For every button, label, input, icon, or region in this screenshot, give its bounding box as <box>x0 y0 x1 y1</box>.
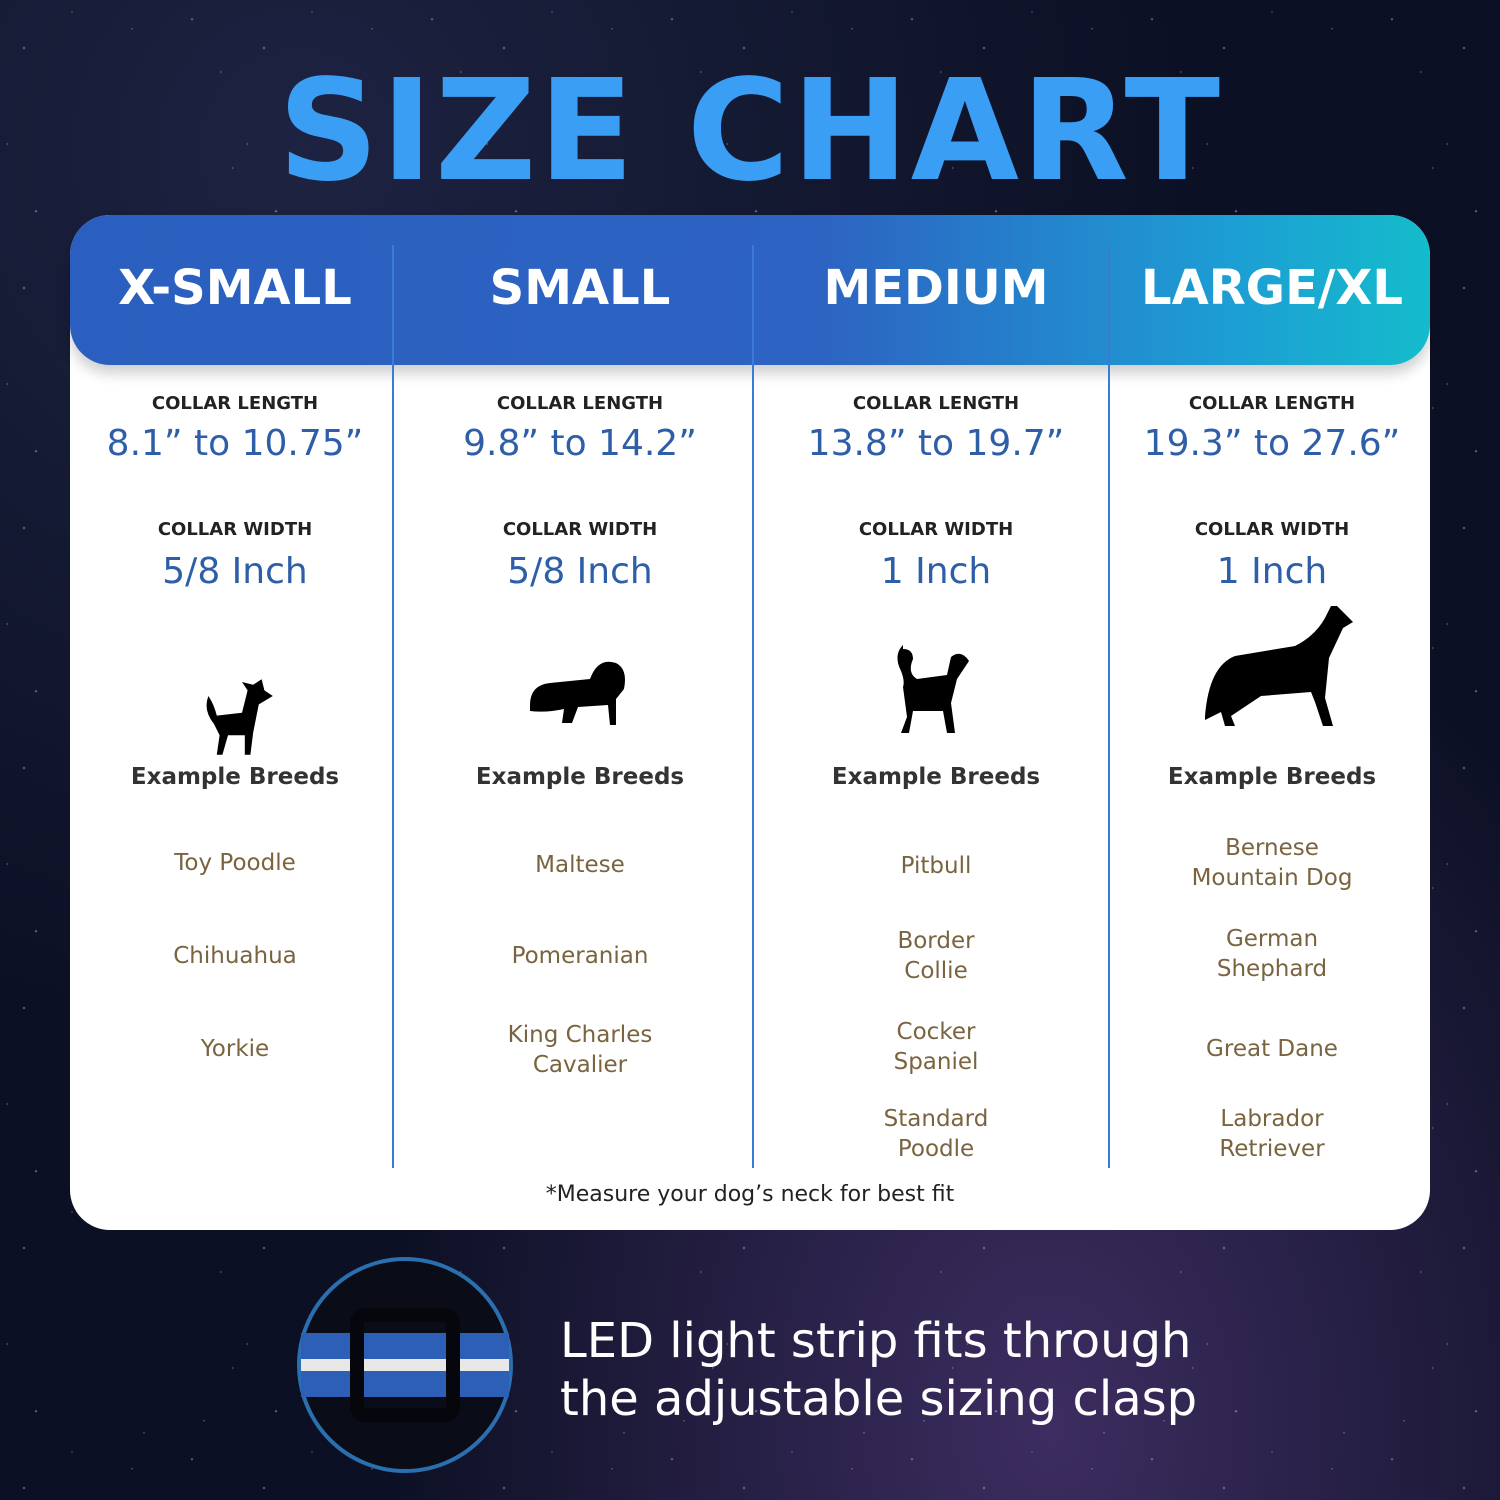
dog-icon <box>897 645 969 733</box>
breed: Bernese Mountain Dog <box>1191 835 1353 891</box>
size-heading: MEDIUM <box>823 260 1049 316</box>
title: SIZE CHART <box>277 50 1223 213</box>
length-label: COLLAR LENGTH <box>151 393 319 414</box>
clasp-image <box>297 1257 513 1473</box>
size-heading: SMALL <box>489 260 671 316</box>
breed: Border Collie <box>897 928 975 984</box>
breed: Cocker Spaniel <box>893 1019 979 1075</box>
breeds-label: Example Breeds <box>130 764 340 790</box>
dog-icon <box>530 661 625 725</box>
column-divider <box>752 245 754 1168</box>
length-value: 9.8” to 14.2” <box>463 423 697 464</box>
breeds-label: Example Breeds <box>831 764 1041 790</box>
width-label: COLLAR WIDTH <box>502 519 658 540</box>
breeds-label: Example Breeds <box>475 764 685 790</box>
width-value: 5/8 Inch <box>507 551 653 592</box>
breed: Standard Poodle <box>883 1106 989 1162</box>
dog-icon <box>206 679 273 755</box>
length-label: COLLAR LENGTH <box>496 393 664 414</box>
width-label: COLLAR WIDTH <box>1194 519 1350 540</box>
breed: Toy Poodle <box>174 850 296 876</box>
width-value: 5/8 Inch <box>162 551 308 592</box>
breed: Labrador Retriever <box>1219 1106 1325 1162</box>
column-divider <box>392 245 394 1168</box>
caption: LED light strip fits through the adjusta… <box>560 1313 1198 1427</box>
card <box>70 215 1430 1230</box>
length-value: 19.3” to 27.6” <box>1143 423 1401 464</box>
length-label: COLLAR LENGTH <box>852 393 1020 414</box>
breed: Great Dane <box>1206 1036 1338 1062</box>
breed: Chihuahua <box>173 943 297 969</box>
breed: German Shephard <box>1216 926 1328 982</box>
breed: King Charles Cavalier <box>507 1022 653 1078</box>
length-value: 8.1” to 10.75” <box>106 423 364 464</box>
size-heading: LARGE/XL <box>1140 260 1403 316</box>
footnote: *Measure your dog’s neck for best fit <box>545 1182 955 1207</box>
width-value: 1 Inch <box>1216 551 1328 592</box>
column-divider <box>1108 245 1110 1168</box>
breed: Yorkie <box>200 1036 270 1062</box>
header-band <box>70 215 1430 365</box>
width-label: COLLAR WIDTH <box>157 519 313 540</box>
length-label: COLLAR LENGTH <box>1188 393 1356 414</box>
breed: Maltese <box>535 852 625 878</box>
breeds-label: Example Breeds <box>1167 764 1377 790</box>
width-value: 1 Inch <box>880 551 992 592</box>
breed: Pitbull <box>900 853 972 879</box>
size-heading: X-SMALL <box>118 260 352 316</box>
length-value: 13.8” to 19.7” <box>807 423 1065 464</box>
breed: Pomeranian <box>511 943 649 969</box>
dog-icon <box>1205 606 1353 726</box>
width-label: COLLAR WIDTH <box>858 519 1014 540</box>
